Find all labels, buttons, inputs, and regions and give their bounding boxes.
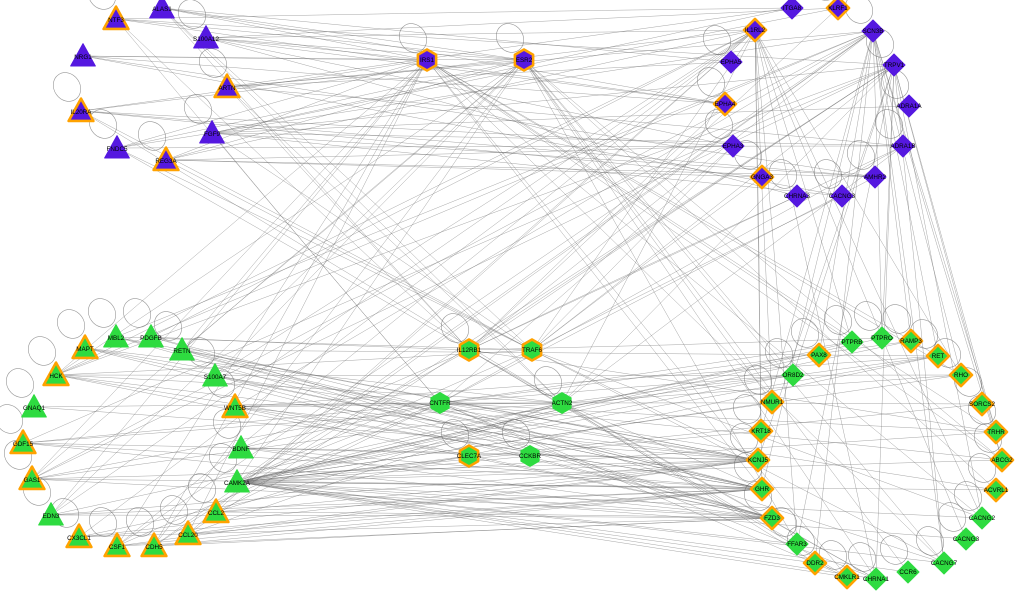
- svg-text:ACVRL1: ACVRL1: [984, 487, 1009, 494]
- svg-text:NMUR1: NMUR1: [761, 399, 784, 406]
- svg-text:ABCG2: ABCG2: [991, 457, 1013, 464]
- svg-text:CACNG3: CACNG3: [953, 536, 980, 543]
- svg-text:RET: RET: [932, 353, 945, 360]
- svg-text:CLEC7A: CLEC7A: [457, 453, 482, 460]
- svg-text:EDN3: EDN3: [43, 513, 60, 520]
- svg-text:SCN3B: SCN3B: [863, 28, 884, 35]
- svg-text:CX3CL1: CX3CL1: [67, 535, 91, 542]
- svg-text:OR8D2: OR8D2: [783, 372, 804, 379]
- svg-text:RETN: RETN: [173, 348, 191, 355]
- svg-text:S100A12: S100A12: [193, 36, 219, 43]
- svg-text:RAMP3: RAMP3: [900, 338, 922, 345]
- svg-text:ESR2: ESR2: [516, 57, 533, 64]
- svg-text:FFAR3: FFAR3: [787, 541, 807, 548]
- svg-text:FNDC5: FNDC5: [107, 146, 128, 153]
- svg-text:KLRF1: KLRF1: [828, 5, 848, 12]
- svg-text:ADRA1A: ADRA1A: [896, 103, 922, 110]
- svg-text:CCL2: CCL2: [208, 510, 225, 517]
- svg-text:BDNF: BDNF: [232, 446, 249, 453]
- svg-text:CCKBR: CCKBR: [519, 453, 541, 460]
- svg-text:NRG1: NRG1: [74, 54, 92, 61]
- svg-text:WNT5B: WNT5B: [224, 405, 246, 412]
- svg-text:NTF3: NTF3: [108, 17, 124, 24]
- svg-text:KCNJ5: KCNJ5: [748, 457, 768, 464]
- svg-text:CAMK2A: CAMK2A: [224, 480, 251, 487]
- svg-text:CDH5: CDH5: [145, 544, 163, 551]
- svg-text:IL20RA: IL20RA: [70, 109, 92, 116]
- svg-text:SORCS2: SORCS2: [969, 401, 995, 408]
- svg-text:MBL2: MBL2: [108, 335, 125, 342]
- svg-text:TRAF6: TRAF6: [522, 347, 542, 354]
- svg-text:ARTN: ARTN: [218, 85, 235, 92]
- svg-text:EPHA4: EPHA4: [715, 101, 736, 108]
- svg-text:HCK: HCK: [49, 373, 63, 380]
- svg-text:CHRNA3: CHRNA3: [784, 193, 810, 200]
- svg-text:GNGA3: GNGA3: [751, 174, 774, 181]
- svg-text:CSF1: CSF1: [109, 544, 126, 551]
- svg-text:PTPRO: PTPRO: [871, 335, 893, 342]
- svg-text:RHO: RHO: [954, 372, 968, 379]
- svg-text:ACTN2: ACTN2: [552, 400, 573, 407]
- svg-text:CMKLR1: CMKLR1: [834, 574, 860, 581]
- svg-text:GHR: GHR: [755, 486, 769, 493]
- svg-text:GAS1: GAS1: [24, 477, 41, 484]
- svg-text:PDGFB: PDGFB: [140, 335, 162, 342]
- svg-text:ADRA1B: ADRA1B: [890, 143, 915, 150]
- svg-text:CCR6: CCR6: [899, 569, 917, 576]
- svg-text:DDR2: DDR2: [806, 560, 824, 567]
- svg-text:EPHA5: EPHA5: [721, 59, 742, 66]
- svg-text:CACNG2: CACNG2: [969, 515, 996, 522]
- svg-text:IL12RB1: IL12RB1: [457, 347, 482, 354]
- svg-text:TRPV1: TRPV1: [884, 62, 905, 69]
- svg-text:ITGA8: ITGA8: [783, 5, 802, 12]
- svg-text:GDF15: GDF15: [13, 441, 34, 448]
- svg-text:KRT18: KRT18: [751, 428, 771, 435]
- svg-text:PAX8: PAX8: [811, 352, 827, 359]
- svg-text:IRS1: IRS1: [420, 57, 434, 64]
- svg-text:PTPRB: PTPRB: [842, 339, 863, 346]
- svg-text:REG3A: REG3A: [155, 158, 177, 165]
- svg-text:TRHR: TRHR: [987, 429, 1005, 436]
- svg-text:GNAQ1: GNAQ1: [23, 405, 46, 412]
- svg-text:CCL20: CCL20: [178, 532, 198, 539]
- svg-text:CNTFR: CNTFR: [429, 400, 451, 407]
- svg-text:CACNG3: CACNG3: [829, 193, 856, 200]
- svg-text:CACNG7: CACNG7: [931, 560, 958, 567]
- svg-text:AMHR2: AMHR2: [864, 174, 887, 181]
- svg-text:ALAS1: ALAS1: [152, 6, 172, 13]
- svg-text:IL1RL2: IL1RL2: [745, 27, 766, 34]
- svg-text:FGF9: FGF9: [204, 131, 221, 138]
- svg-text:CHRNA1: CHRNA1: [863, 576, 889, 583]
- svg-text:EPHA3: EPHA3: [723, 143, 744, 150]
- svg-text:MAPT: MAPT: [76, 346, 94, 353]
- svg-text:FZD3: FZD3: [764, 515, 780, 522]
- svg-text:S100A7: S100A7: [204, 374, 227, 381]
